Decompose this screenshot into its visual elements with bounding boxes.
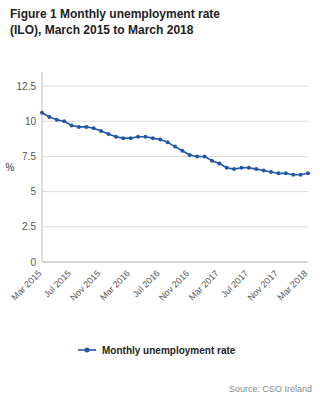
point [188,153,192,157]
point [166,140,170,144]
y-axis-label: % [6,162,15,173]
point [225,166,229,170]
point [247,166,251,170]
point [217,161,221,165]
point [84,125,88,129]
point [210,159,214,163]
x-axis-line [42,262,308,263]
x-tick-label: Mar 2018 [275,268,309,302]
point [55,118,59,122]
point [99,129,103,133]
point [299,173,303,177]
y-tick-label: 2.5 [22,221,36,232]
point [269,170,273,174]
grid-line [42,86,308,87]
source: Source: CSO Ireland [229,384,312,394]
x-tick-label: Mar 2016 [98,268,132,302]
line [42,113,308,175]
grid-line [42,121,308,122]
point [254,167,258,171]
point [121,136,125,140]
grid-line [42,262,308,263]
point [92,126,96,130]
plot-area [40,111,310,177]
point [129,136,133,140]
legend-marker [85,348,90,353]
point [232,167,236,171]
point [107,132,111,136]
x-tick-label: Nov 2016 [157,268,191,302]
x-tick-label: Nov 2017 [246,268,280,302]
y-tick-label: 7.5 [22,151,36,162]
grid-line [42,191,308,192]
grid [42,86,308,262]
point [47,115,51,119]
chart: Figure 1 Monthly unemployment rate (ILO),… [0,0,320,400]
x-tick-label: Mar 2015 [9,268,43,302]
point [40,111,44,115]
legend-label: Monthly unemployment rate [102,345,236,356]
y-tick-label: 5 [30,186,36,197]
point [143,135,147,139]
legend: Monthly unemployment rate [78,345,236,356]
point [114,135,118,139]
point [173,145,177,149]
point [203,154,207,158]
point [240,166,244,170]
title: Figure 1 Monthly unemployment rate [10,7,220,21]
y-tick-label: 12.5 [17,81,37,92]
x-tick-label: Nov 2015 [68,268,102,302]
point [291,173,295,177]
grid-line [42,156,308,157]
point [136,135,140,139]
x-tick-label: Mar 2017 [187,268,221,302]
y-tick-label: 10 [25,116,37,127]
subtitle: (ILO), March 2015 to March 2018 [10,23,194,37]
y-tick-label: 0 [30,257,36,268]
point [276,171,280,175]
point [158,138,162,142]
point [70,123,74,127]
point [262,169,266,173]
point [151,136,155,140]
point [77,125,81,129]
point [180,149,184,153]
grid-line [42,226,308,227]
point [284,171,288,175]
point [195,154,199,158]
point [306,171,310,175]
y-axis-line [42,72,43,262]
point [62,119,66,123]
